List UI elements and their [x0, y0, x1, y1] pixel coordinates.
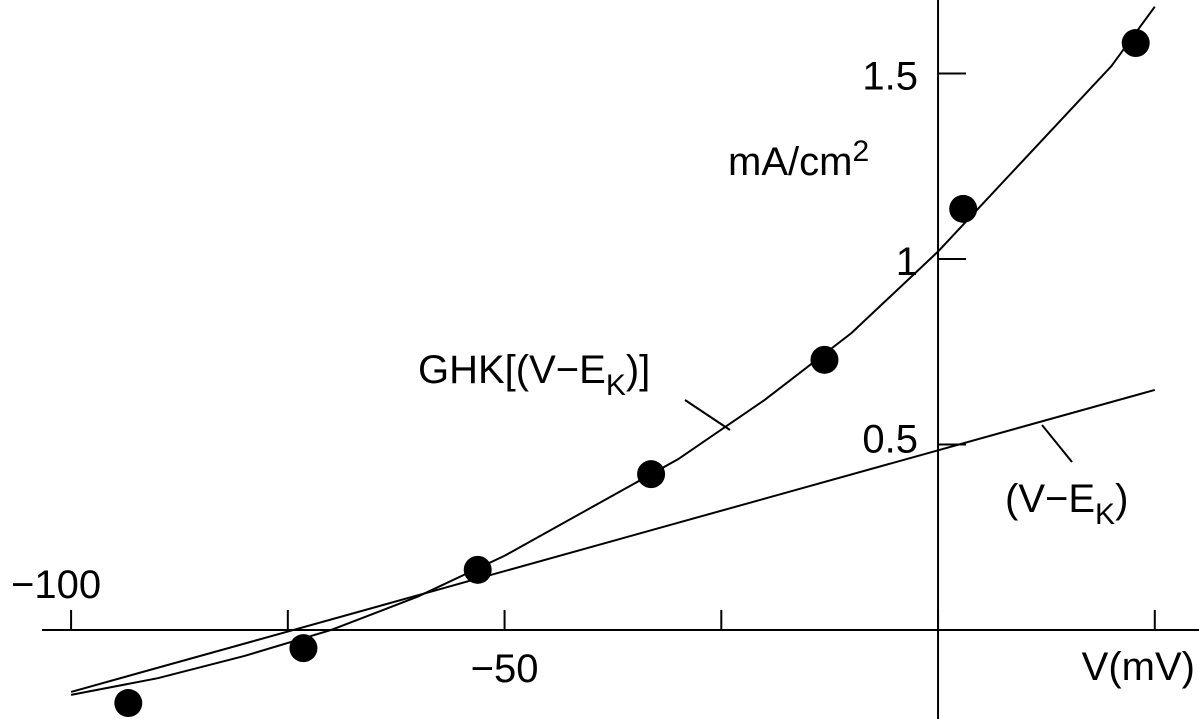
label-text: GHK[(V−E [418, 348, 606, 392]
y-label-text: mA/cm [728, 140, 852, 184]
y-axis-label: mA/cm2 [728, 135, 869, 184]
curve [70, 388, 1156, 693]
x-tick-label: −100 [11, 563, 101, 607]
series-label: (V−EK) [1005, 477, 1128, 531]
lin-pointer [1041, 424, 1073, 463]
label-text: (V−E [1005, 477, 1095, 521]
data-point [463, 555, 492, 584]
series-label: GHK[(V−EK)] [418, 348, 650, 402]
data-point [114, 689, 143, 718]
label-tail: ) [1115, 477, 1128, 521]
x-axis-label: V(mV) [1082, 645, 1195, 689]
data-point [637, 460, 666, 489]
label-tail: )] [626, 348, 650, 392]
data-point [1121, 29, 1150, 58]
data-point [289, 634, 318, 663]
y-tick-label: 1 [896, 240, 918, 284]
gh-pointer [684, 399, 731, 431]
data-point [810, 345, 839, 374]
y-tick-label: 0.5 [862, 417, 918, 461]
data-point [949, 194, 978, 223]
label-sub: K [606, 369, 626, 402]
x-tick-label: −50 [471, 647, 539, 691]
y-tick-label: 1.5 [862, 54, 918, 98]
label-sub: K [1095, 498, 1115, 531]
curve [70, 6, 1156, 696]
y-label-sup: 2 [852, 135, 869, 168]
